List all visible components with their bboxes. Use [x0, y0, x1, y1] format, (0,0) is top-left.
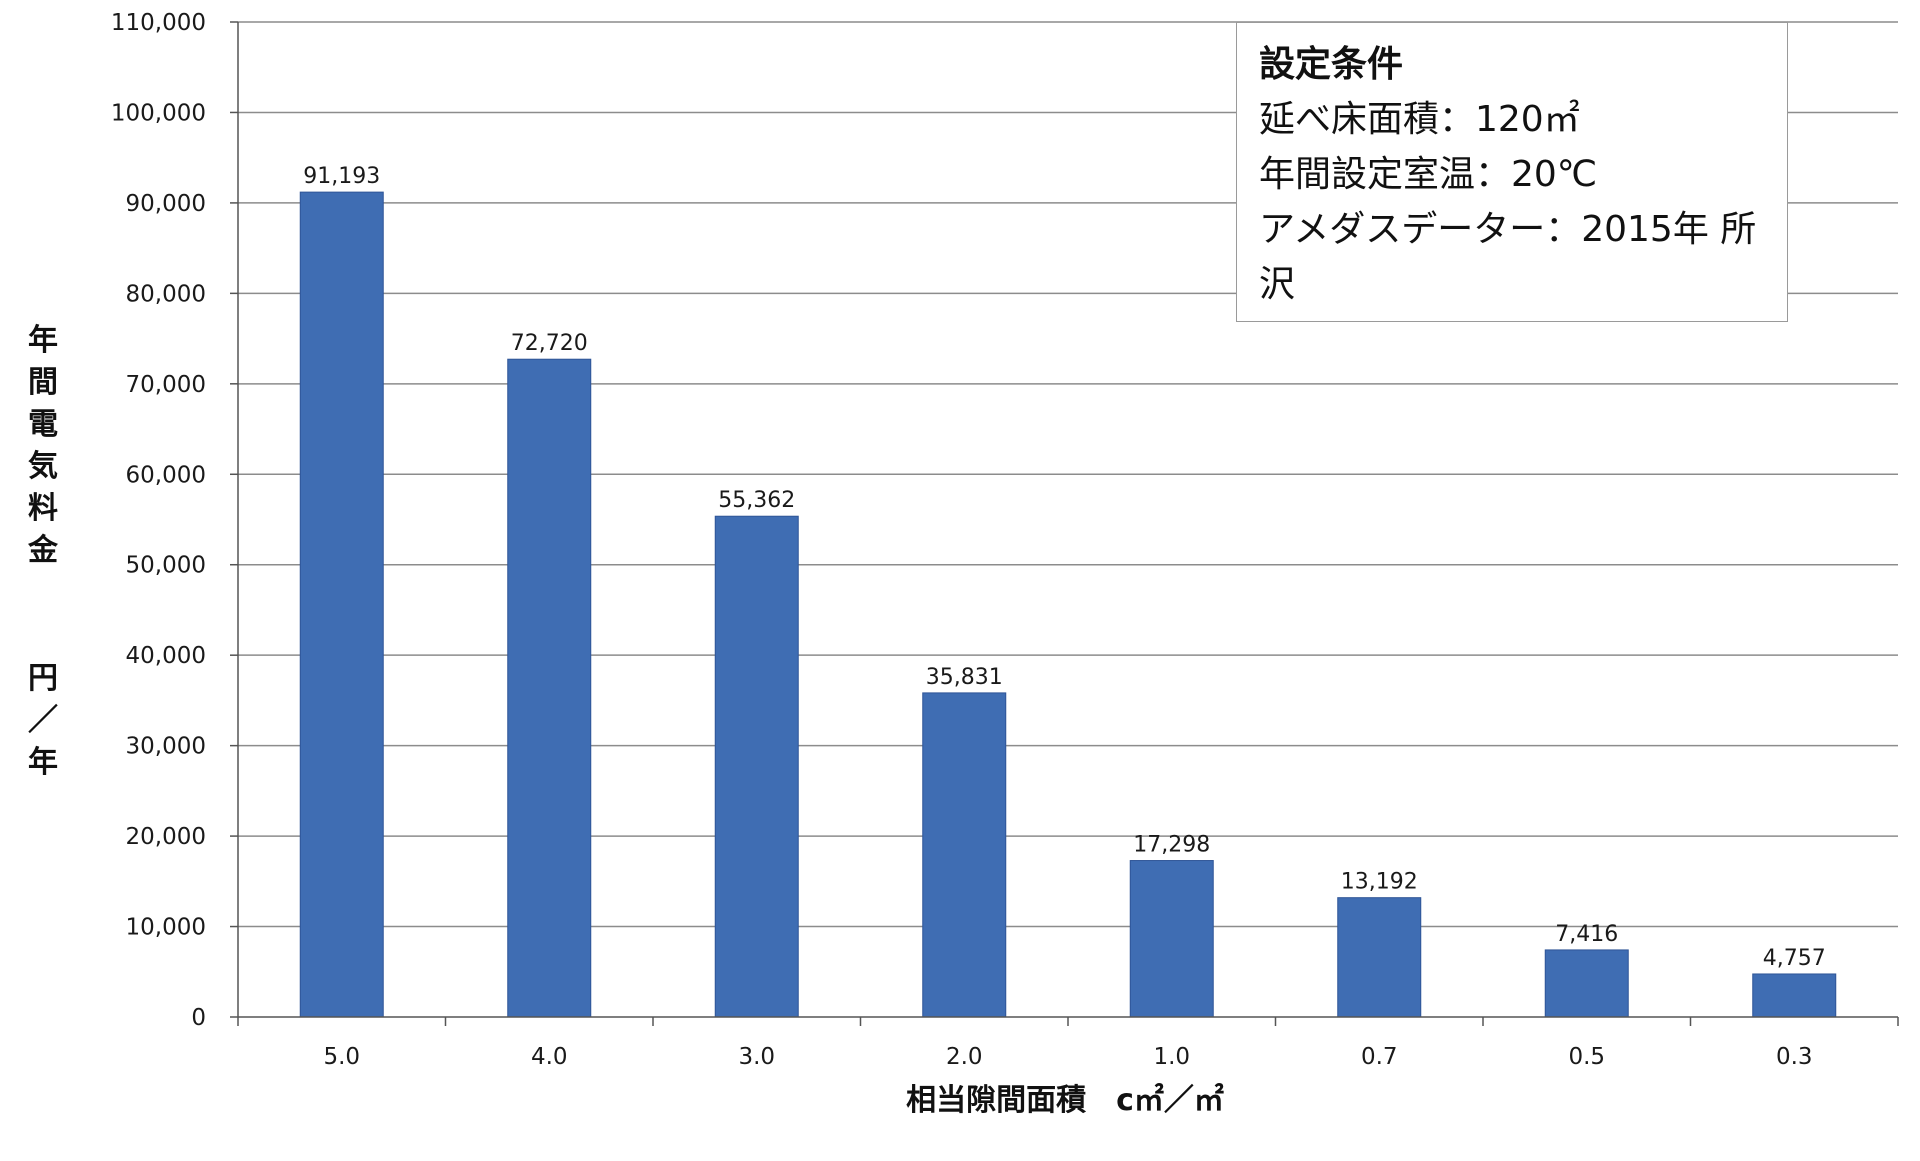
y-axis-label-char: 電: [28, 407, 58, 442]
y-axis-label-char: 年: [28, 745, 58, 780]
data-label: 13,192: [1341, 870, 1418, 895]
x-tick-label: 3.0: [738, 1044, 775, 1070]
x-tick-label: 5.0: [323, 1044, 360, 1070]
y-tick-label: 100,000: [111, 100, 206, 126]
data-label: 91,193: [303, 164, 380, 189]
y-axis-label-char: 料: [28, 491, 58, 526]
y-axis-label-char: 年: [28, 323, 58, 358]
bar: [299, 191, 384, 1018]
y-tick-label: 90,000: [126, 191, 206, 217]
bar: [922, 692, 1007, 1018]
y-axis-label-char: 金: [27, 533, 59, 568]
condition-floor-area: 延べ床面積：120㎡: [1259, 99, 1580, 140]
y-tick-label: 110,000: [111, 10, 206, 36]
y-tick-label: 70,000: [126, 372, 206, 398]
y-axis-label-char: ／: [28, 703, 58, 738]
y-tick-label: 10,000: [126, 915, 206, 941]
conditions-title: 設定条件: [1259, 44, 1404, 85]
x-tick-label: 0.7: [1361, 1044, 1398, 1070]
data-labels: 91,193 72,720 55,362 35,831 17,298 13,192 7,41…: [303, 164, 1825, 971]
x-tick-label: 2.0: [946, 1044, 983, 1070]
data-label: 72,720: [511, 331, 588, 356]
y-tick-label: 50,000: [126, 553, 206, 579]
bar: [1752, 973, 1837, 1018]
y-tick-label: 40,000: [126, 643, 206, 669]
x-axis-label: 相当隙間面積 c㎡／㎡: [906, 1083, 1224, 1118]
bar: [507, 358, 592, 1018]
x-tick-label: 0.5: [1568, 1044, 1605, 1070]
data-label: 35,831: [926, 665, 1003, 690]
condition-room-temp: 年間設定室温：20℃: [1259, 154, 1598, 195]
bar: [714, 515, 799, 1018]
y-axis-label-char: 円: [28, 661, 58, 696]
y-tick-labels: 0 10,000 20,000 30,000 40,000 50,000 60,000 70,…: [111, 10, 206, 1031]
y-tick-label: 80,000: [126, 281, 206, 307]
y-axis-label-char: 気: [28, 449, 58, 484]
bar: [1337, 897, 1422, 1018]
x-tick-labels: 5.0 4.0 3.0 2.0 1.0 0.7 0.5 0.3: [323, 1044, 1812, 1070]
bar: [1129, 860, 1214, 1018]
y-axis-label-char: 間: [28, 365, 58, 400]
condition-amedas-data: アメダスデーター：2015年 所沢: [1259, 209, 1757, 305]
y-tick-label: 60,000: [126, 462, 206, 488]
x-tick-label: 1.0: [1153, 1044, 1190, 1070]
conditions-note-box: 設定条件 延べ床面積：120㎡ 年間設定室温：20℃ アメダスデーター：2015…: [1236, 22, 1788, 322]
data-label: 4,757: [1763, 946, 1826, 971]
data-label: 17,298: [1133, 833, 1210, 858]
data-label: 7,416: [1555, 922, 1618, 947]
x-tick-label: 4.0: [531, 1044, 568, 1070]
y-tick-label: 30,000: [126, 734, 206, 760]
bars: [299, 191, 1837, 1018]
y-tick-label: 0: [191, 1005, 206, 1031]
data-label: 55,362: [718, 488, 795, 513]
axes: [230, 21, 1899, 1026]
y-tick-label: 20,000: [126, 824, 206, 850]
bar: [1544, 949, 1629, 1018]
x-tick-label: 0.3: [1776, 1044, 1813, 1070]
